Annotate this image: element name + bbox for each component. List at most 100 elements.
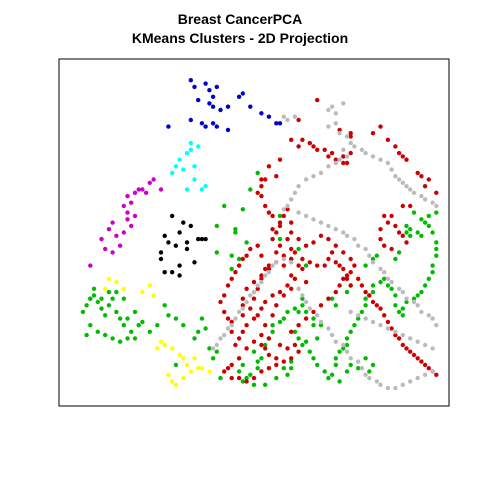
- data-point: [222, 332, 227, 338]
- data-point: [236, 256, 242, 262]
- data-point: [296, 309, 301, 315]
- data-point: [106, 276, 112, 281]
- data-point: [348, 356, 353, 361]
- data-point: [292, 306, 298, 311]
- data-point: [162, 233, 167, 238]
- data-point: [166, 313, 171, 318]
- data-point: [430, 346, 435, 351]
- data-point: [341, 101, 346, 106]
- data-point: [251, 349, 257, 354]
- data-point: [132, 336, 138, 341]
- data-point: [170, 379, 175, 384]
- data-point: [270, 323, 275, 328]
- data-point: [110, 336, 115, 341]
- data-point: [266, 336, 272, 341]
- data-point: [240, 379, 245, 384]
- data-point: [263, 382, 268, 387]
- data-point: [218, 107, 223, 113]
- data-point: [415, 293, 420, 298]
- points-layer: [80, 78, 439, 391]
- data-point: [259, 279, 264, 285]
- data-point: [352, 323, 357, 328]
- data-point: [385, 160, 391, 166]
- data-point: [393, 223, 398, 229]
- data-point: [218, 375, 223, 381]
- data-point: [378, 382, 383, 387]
- data-point: [248, 187, 253, 192]
- data-point: [303, 309, 309, 315]
- data-point: [274, 174, 279, 179]
- data-point: [281, 366, 286, 371]
- data-point: [422, 184, 428, 189]
- data-point: [341, 346, 346, 351]
- data-point: [140, 187, 145, 192]
- data-point: [289, 286, 294, 291]
- data-point: [385, 385, 391, 391]
- data-point: [396, 150, 402, 156]
- data-point: [408, 233, 413, 238]
- data-point: [296, 349, 301, 354]
- data-point: [326, 154, 331, 159]
- data-point: [251, 375, 257, 381]
- data-point: [266, 210, 272, 215]
- data-point: [255, 286, 260, 291]
- data-point: [370, 260, 376, 265]
- data-point: [225, 283, 231, 288]
- data-point: [184, 246, 190, 252]
- data-point: [199, 187, 205, 192]
- data-point: [210, 121, 216, 126]
- data-point: [103, 246, 108, 252]
- data-point: [251, 279, 257, 285]
- data-point: [277, 319, 283, 325]
- data-point: [285, 207, 290, 212]
- data-point: [270, 227, 275, 232]
- data-point: [296, 210, 301, 215]
- data-point: [292, 342, 298, 348]
- data-point: [426, 223, 431, 229]
- data-point: [99, 306, 104, 311]
- data-point: [422, 283, 428, 288]
- data-point: [196, 329, 201, 334]
- data-point: [88, 296, 93, 301]
- data-point: [434, 372, 439, 377]
- data-point: [259, 306, 264, 311]
- data-point: [136, 187, 141, 192]
- data-point: [251, 382, 257, 387]
- data-point: [329, 372, 335, 377]
- data-point: [274, 375, 279, 381]
- data-point: [140, 319, 145, 325]
- data-point: [344, 273, 350, 278]
- data-point: [266, 270, 272, 275]
- data-point: [363, 303, 368, 308]
- data-point: [300, 256, 305, 262]
- data-point: [396, 177, 402, 182]
- data-point: [251, 316, 257, 321]
- data-point: [322, 369, 327, 374]
- data-point: [404, 230, 409, 235]
- data-point: [367, 253, 372, 258]
- data-point: [129, 200, 134, 205]
- data-point: [244, 379, 249, 384]
- data-point: [434, 253, 439, 258]
- data-point: [229, 323, 234, 328]
- data-point: [181, 220, 186, 225]
- data-point: [318, 323, 324, 328]
- data-point: [344, 276, 350, 281]
- data-point: [266, 263, 272, 268]
- data-point: [170, 170, 175, 176]
- data-point: [233, 342, 238, 348]
- data-point: [426, 213, 431, 219]
- data-point: [274, 230, 279, 235]
- data-point: [382, 213, 387, 219]
- data-point: [259, 332, 264, 338]
- data-point: [341, 250, 346, 255]
- data-point: [408, 349, 413, 354]
- data-point: [352, 236, 357, 242]
- data-point: [356, 366, 361, 371]
- data-point: [188, 369, 193, 374]
- data-point: [389, 167, 394, 172]
- data-point: [303, 177, 309, 182]
- data-point: [326, 223, 331, 229]
- data-point: [411, 190, 417, 195]
- data-point: [378, 124, 383, 129]
